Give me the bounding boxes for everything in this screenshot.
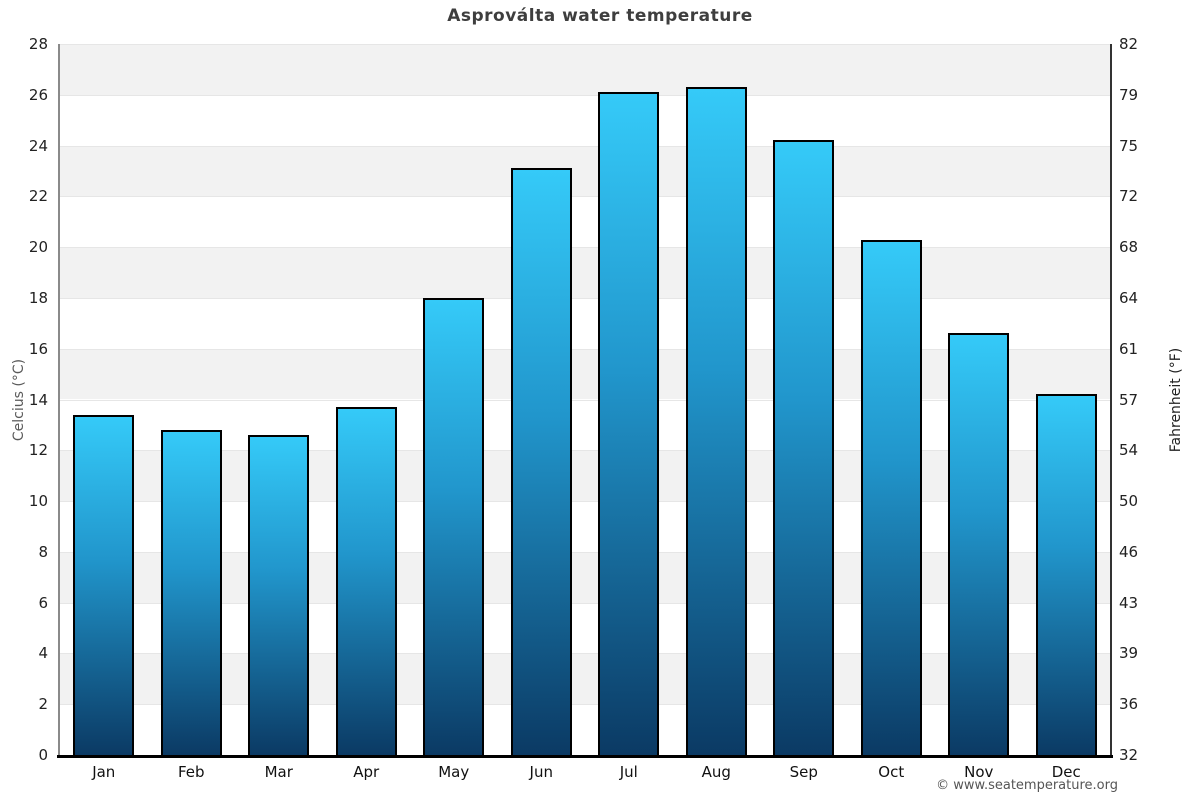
celsius-tick-20: 20 xyxy=(28,238,48,257)
grid-band xyxy=(60,196,1110,248)
fahrenheit-tick-57: 57 xyxy=(1119,390,1139,409)
grid-band xyxy=(60,501,1110,552)
fahrenheit-axis-title: Fahrenheit (°F) xyxy=(1168,347,1184,453)
celsius-tick-12: 12 xyxy=(28,441,48,460)
celsius-tick-4: 4 xyxy=(38,644,48,663)
copyright-note: © www.seatemperature.org xyxy=(936,778,1118,793)
celsius-tick-8: 8 xyxy=(38,542,48,561)
celsius-axis-line xyxy=(58,44,60,755)
bar-jul xyxy=(598,92,660,755)
bar-oct xyxy=(860,239,922,755)
celsius-tick-18: 18 xyxy=(28,288,48,307)
bar-nov xyxy=(948,333,1010,755)
month-label-aug: Aug xyxy=(701,763,731,781)
bar-may xyxy=(423,297,485,755)
fahrenheit-axis-ticks: 82 79 75 72 68 64 61 57 54 50 46 43 39 36 32 xyxy=(1119,0,1179,800)
bar-dec xyxy=(1035,394,1097,755)
celsius-tick-24: 24 xyxy=(28,136,48,155)
fahrenheit-tick-82: 82 xyxy=(1119,35,1139,53)
grid-band xyxy=(60,551,1110,603)
month-label-oct: Oct xyxy=(878,763,905,781)
grid-band xyxy=(60,399,1110,451)
celsius-tick-6: 6 xyxy=(38,593,48,612)
celsius-tick-16: 16 xyxy=(28,339,48,358)
bar-sep xyxy=(773,140,835,755)
grid-band xyxy=(60,145,1110,197)
fahrenheit-tick-54: 54 xyxy=(1119,441,1139,460)
month-label-dec: Dec xyxy=(1051,763,1081,781)
plot-area xyxy=(60,44,1110,755)
bar-aug xyxy=(685,87,747,755)
grid-band xyxy=(60,653,1110,705)
month-label-feb: Feb xyxy=(177,763,205,781)
grid-band xyxy=(60,602,1110,654)
grid-band xyxy=(60,348,1110,400)
month-label-jun: Jun xyxy=(529,763,553,781)
grid-band xyxy=(60,704,1110,755)
month-label-may: May xyxy=(438,763,470,781)
fahrenheit-tick-36: 36 xyxy=(1119,695,1139,714)
fahrenheit-tick-39: 39 xyxy=(1119,644,1139,663)
chart-title: Asproválta water temperature xyxy=(447,6,753,26)
fahrenheit-tick-32: 32 xyxy=(1119,746,1139,764)
grid-band xyxy=(60,44,1110,95)
fahrenheit-tick-72: 72 xyxy=(1119,187,1139,206)
fahrenheit-tick-43: 43 xyxy=(1119,593,1139,612)
grid-band xyxy=(60,94,1110,146)
x-axis-line xyxy=(57,755,1113,758)
month-label-jul: Jul xyxy=(619,763,638,781)
fahrenheit-tick-50: 50 xyxy=(1119,492,1139,511)
fahrenheit-tick-46: 46 xyxy=(1119,542,1139,561)
grid-band xyxy=(60,450,1110,502)
grid-band xyxy=(60,247,1110,298)
celsius-tick-0: 0 xyxy=(38,746,48,764)
grid-band xyxy=(60,297,1110,349)
celsius-tick-2: 2 xyxy=(38,695,48,714)
bar-jun xyxy=(510,168,572,755)
bar-feb xyxy=(160,429,222,755)
fahrenheit-tick-64: 64 xyxy=(1119,288,1139,307)
month-label-apr: Apr xyxy=(353,763,380,781)
celsius-tick-22: 22 xyxy=(28,187,48,206)
month-label-nov: Nov xyxy=(964,763,994,781)
celsius-axis-ticks: 28 26 24 22 20 18 16 14 12 10 8 6 4 2 0 xyxy=(0,0,50,800)
fahrenheit-tick-79: 79 xyxy=(1119,85,1139,104)
celsius-tick-10: 10 xyxy=(28,492,48,511)
celsius-axis-title: Celcius (°C) xyxy=(11,358,27,442)
celsius-tick-26: 26 xyxy=(28,85,48,104)
celsius-tick-14: 14 xyxy=(28,390,48,409)
fahrenheit-tick-68: 68 xyxy=(1119,238,1139,257)
bar-jan xyxy=(73,414,135,755)
fahrenheit-axis-line xyxy=(1110,44,1112,755)
fahrenheit-tick-61: 61 xyxy=(1119,339,1139,358)
month-label-mar: Mar xyxy=(264,763,293,781)
fahrenheit-tick-75: 75 xyxy=(1119,136,1139,155)
month-label-sep: Sep xyxy=(789,763,818,781)
bar-apr xyxy=(335,407,397,755)
celsius-tick-28: 28 xyxy=(28,35,48,53)
month-label-jan: Jan xyxy=(92,763,116,781)
bar-mar xyxy=(248,435,310,755)
